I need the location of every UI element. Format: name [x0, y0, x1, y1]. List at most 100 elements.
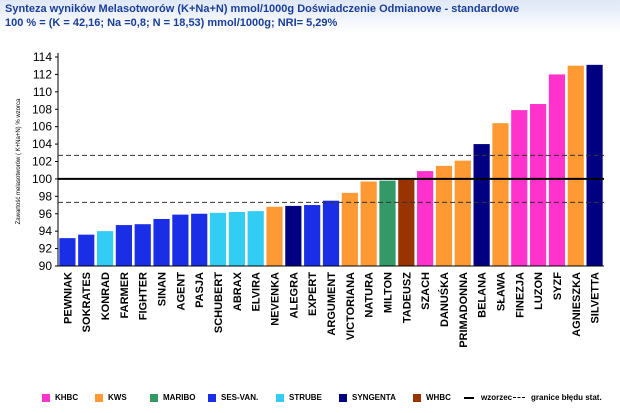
- legend-item-strube: STRUBE: [276, 393, 322, 402]
- bar-szach: [417, 171, 434, 266]
- header-banner: Synteza wyników Melasotworów (K+Na+N) mm…: [0, 0, 620, 33]
- bar-natura: [360, 181, 377, 266]
- bar-luzon: [530, 104, 547, 267]
- legend: KHBC KWS MARIBO SES-VAN. STRUBE SYNGENTA WHBC w…: [0, 391, 620, 407]
- legend-label: STRUBE: [289, 393, 322, 402]
- x-tick-label: AGNIESZKA: [571, 272, 583, 337]
- legend-item-syngenta: SYNGENTA: [339, 393, 396, 402]
- bar-argument: [322, 200, 340, 266]
- legend-label: granice błędu stat.: [531, 393, 602, 402]
- bar-schubert: [209, 212, 227, 266]
- legend-item-sesvan: SES-VAN.: [208, 393, 258, 402]
- y-tick-label: 114: [33, 50, 52, 64]
- x-tick-label: BELANA: [477, 272, 489, 318]
- y-tick-label: 96: [39, 207, 53, 221]
- y-tick-label: 102: [32, 155, 52, 169]
- x-tick-label: ELVIRA: [251, 272, 263, 312]
- bar-sława: [492, 123, 509, 266]
- y-tick-label: 98: [39, 189, 53, 203]
- legend-label: wzorzec: [481, 393, 513, 402]
- bar-abrax: [228, 212, 245, 266]
- legend-swatch: [95, 393, 103, 402]
- x-tick-label: NATURA: [364, 272, 376, 318]
- legend-swatch: [150, 393, 158, 402]
- bar-finezja: [511, 110, 528, 266]
- x-tick-label: MILTON: [382, 272, 394, 313]
- y-tick-label: 100: [32, 172, 52, 186]
- legend-label: KHBC: [55, 393, 79, 402]
- x-tick-label: FIGHTER: [138, 272, 150, 320]
- legend-label: WHBC: [426, 393, 451, 402]
- chart-title: Synteza wyników Melasotworów (K+Na+N) mm…: [5, 3, 520, 15]
- y-tick-label: 108: [32, 102, 52, 116]
- legend-bounds-line: [513, 397, 525, 398]
- bar-elvira: [247, 211, 264, 266]
- x-tick-label: PASJA: [194, 272, 206, 308]
- bar-victoriana: [341, 192, 358, 266]
- x-tick-label: VICTORIANA: [345, 272, 357, 340]
- bar-farmer: [115, 225, 132, 266]
- x-tick-label: DANUŚKA: [438, 272, 451, 327]
- bar-sokrates: [78, 234, 95, 266]
- x-tick-label: SYZF: [552, 272, 564, 300]
- bar-expert: [304, 205, 321, 266]
- legend-item-maribo: MARIBO: [150, 393, 195, 402]
- x-tick-label: EXPERT: [307, 272, 319, 316]
- y-tick-label: 90: [39, 259, 53, 273]
- x-tick-label: SCHUBERT: [213, 272, 225, 333]
- legend-label: SES-VAN.: [221, 393, 259, 402]
- legend-label: SYNGENTA: [352, 393, 396, 402]
- x-tick-label: SŁAWA: [495, 272, 507, 311]
- x-tick-label: SINAN: [157, 272, 169, 306]
- legend-swatch: [276, 393, 284, 402]
- x-tick-label: AGENT: [175, 272, 187, 311]
- y-tick-label: 94: [39, 224, 53, 238]
- bar-syzf: [548, 74, 566, 267]
- legend-label: MARIBO: [163, 393, 196, 402]
- bar-tadeusz: [398, 179, 415, 266]
- bar-agent: [172, 214, 189, 266]
- legend-item-whbc: WHBC: [413, 393, 451, 402]
- x-tick-label: FINEZJA: [514, 272, 526, 318]
- bar-belana: [473, 144, 490, 266]
- legend-swatch: [413, 393, 421, 402]
- legend-swatch: [339, 393, 347, 402]
- x-tick-label: LUZON: [533, 272, 545, 310]
- x-tick-label: PEWNIAK: [62, 272, 74, 324]
- y-tick-label: 110: [33, 85, 52, 99]
- y-tick-label: 106: [32, 120, 52, 134]
- bar-alegra: [285, 205, 302, 266]
- x-tick-label: ARGUMENT: [326, 272, 338, 336]
- x-tick-label: ALEGRA: [288, 272, 300, 319]
- bar-pewniak: [59, 238, 76, 266]
- legend-reference-line: [464, 396, 474, 399]
- bar-primadonna: [454, 160, 471, 266]
- y-tick-label: 104: [32, 137, 52, 151]
- bar-nevenka: [266, 206, 283, 266]
- x-tick-label: SZACH: [420, 272, 432, 310]
- x-tick-label: FARMER: [119, 272, 131, 319]
- x-tick-label: NEVENKA: [270, 272, 282, 326]
- y-axis-label: Zawartość melasotworów ( K+Na+N) % wzorc…: [16, 98, 22, 224]
- chart-subtitle: 100 % = (K = 42,16; Na =0,8; N = 18,53) …: [5, 17, 338, 29]
- legend-item-reference: wzorzec: [464, 393, 512, 402]
- legend-item-bounds: granice błędu stat.: [513, 393, 602, 402]
- x-tick-label: PRIMADONNA: [458, 272, 470, 348]
- x-tick-label: TADEUSZ: [401, 272, 413, 323]
- legend-item-kws: KWS: [95, 393, 127, 402]
- bar-milton: [379, 180, 396, 266]
- y-tick-label: 92: [39, 242, 53, 256]
- legend-label: KWS: [108, 393, 127, 402]
- bar-agnieszka: [567, 65, 584, 266]
- bar-danuśka: [435, 165, 453, 266]
- x-tick-label: ABRAX: [232, 271, 244, 311]
- x-tick-label: SOKRATES: [81, 272, 93, 332]
- legend-swatch: [208, 393, 216, 402]
- bar-konrad: [96, 231, 114, 266]
- x-tick-label: SILVETTA: [590, 272, 602, 324]
- bar-pasja: [191, 213, 208, 266]
- legend-item-khbc: KHBC: [42, 393, 78, 402]
- bar-silvetta: [586, 64, 603, 267]
- x-tick-label: KONRAD: [100, 272, 112, 320]
